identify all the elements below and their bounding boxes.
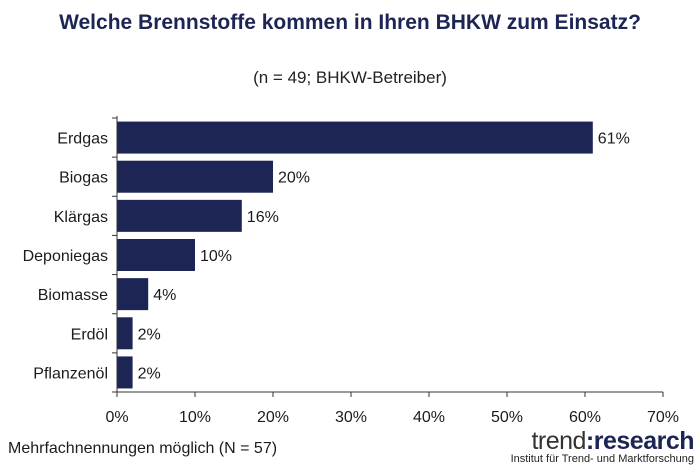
category-labels-group: Erdgas Biogas Klärgas Deponiegas Biomasse Erd… <box>23 131 109 383</box>
value-label: 16% <box>247 209 279 226</box>
value-label: 2% <box>138 326 161 343</box>
value-label: 10% <box>200 248 232 265</box>
x-tick-label: 10% <box>179 409 211 426</box>
bar-erdgas <box>117 121 593 154</box>
x-tick-label: 0% <box>105 409 128 426</box>
x-tick-label: 60% <box>569 409 601 426</box>
bar-biogas <box>117 160 273 193</box>
x-tick-label: 50% <box>491 409 523 426</box>
bar-biomasse <box>117 278 149 311</box>
bar-klärgas <box>117 199 242 232</box>
category-label: Erdgas <box>57 131 108 148</box>
footnote: Mehrfachnennungen möglich (N = 57) <box>8 440 278 457</box>
category-label: Deponiegas <box>23 248 108 265</box>
value-label: 2% <box>138 365 161 382</box>
category-label: Pflanzenöl <box>33 365 108 382</box>
logo-separator: : <box>585 427 594 455</box>
bar-pflanzenöl <box>117 356 133 389</box>
bar-erdöl <box>117 317 133 350</box>
value-labels-group: 61% 20% 16% 10% 4% 2% 2% <box>138 131 630 383</box>
logo-part2: research <box>593 427 695 455</box>
value-label: 61% <box>598 131 630 148</box>
category-label: Biomasse <box>38 287 108 304</box>
bars-group <box>117 121 593 389</box>
value-label: 20% <box>278 170 310 187</box>
value-label: 4% <box>153 287 176 304</box>
logo-part1: trend <box>531 427 586 455</box>
x-tick-label: 40% <box>413 409 445 426</box>
trendresearch-logo: trend:research Institut für Trend- und M… <box>510 428 695 465</box>
x-axis-group: 0% 10% 20% 30% 40% 50% 60% 70% <box>105 116 679 426</box>
x-tick-label: 70% <box>647 409 679 426</box>
x-tick-label: 30% <box>335 409 367 426</box>
logo-tagline: Institut für Trend- und Marktforschung <box>510 453 694 465</box>
chart-title: Welche Brennstoffe kommen in Ihren BHKW … <box>59 11 641 34</box>
category-label: Biogas <box>59 170 108 187</box>
bar-deponiegas <box>117 239 195 271</box>
x-tick-label: 20% <box>257 409 289 426</box>
category-label: Klärgas <box>54 209 108 226</box>
logo-wordmark: trend:research <box>511 428 694 454</box>
category-label: Erdöl <box>71 326 108 343</box>
chart-subtitle: (n = 49; BHKW-Betreiber) <box>253 68 447 87</box>
